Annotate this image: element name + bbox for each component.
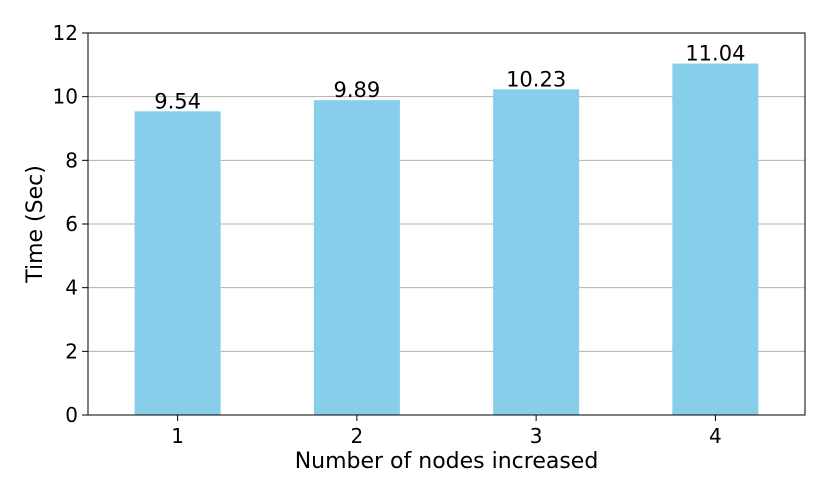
data-labels: 9.54 9.89 10.23 11.04 bbox=[154, 42, 745, 114]
x-tick-label: 1 bbox=[171, 424, 184, 448]
y-axis-ticks: 0 2 4 6 8 10 12 bbox=[53, 21, 88, 427]
y-tick-label: 4 bbox=[65, 276, 78, 300]
x-tick-label: 2 bbox=[351, 424, 364, 448]
y-tick-label: 12 bbox=[53, 21, 78, 45]
y-tick-label: 6 bbox=[65, 212, 78, 236]
bars bbox=[134, 63, 759, 416]
data-label: 9.89 bbox=[333, 78, 380, 102]
y-axis-title: Time (Sec) bbox=[23, 165, 48, 284]
data-label: 10.23 bbox=[506, 67, 566, 91]
y-tick-label: 10 bbox=[53, 85, 78, 109]
data-label: 11.04 bbox=[685, 42, 745, 66]
bar-4 bbox=[672, 63, 759, 416]
data-label: 9.54 bbox=[154, 89, 201, 113]
x-tick-label: 3 bbox=[530, 424, 543, 448]
bar-3 bbox=[493, 89, 580, 415]
y-tick-label: 0 bbox=[65, 403, 78, 427]
x-axis-title: Number of nodes increased bbox=[295, 449, 599, 474]
y-tick-label: 8 bbox=[65, 148, 78, 172]
x-tick-label: 4 bbox=[709, 424, 722, 448]
bar-1 bbox=[134, 111, 221, 415]
y-tick-label: 2 bbox=[65, 339, 78, 363]
x-axis-ticks: 1 2 3 4 bbox=[171, 415, 722, 448]
bar-2 bbox=[313, 100, 400, 415]
